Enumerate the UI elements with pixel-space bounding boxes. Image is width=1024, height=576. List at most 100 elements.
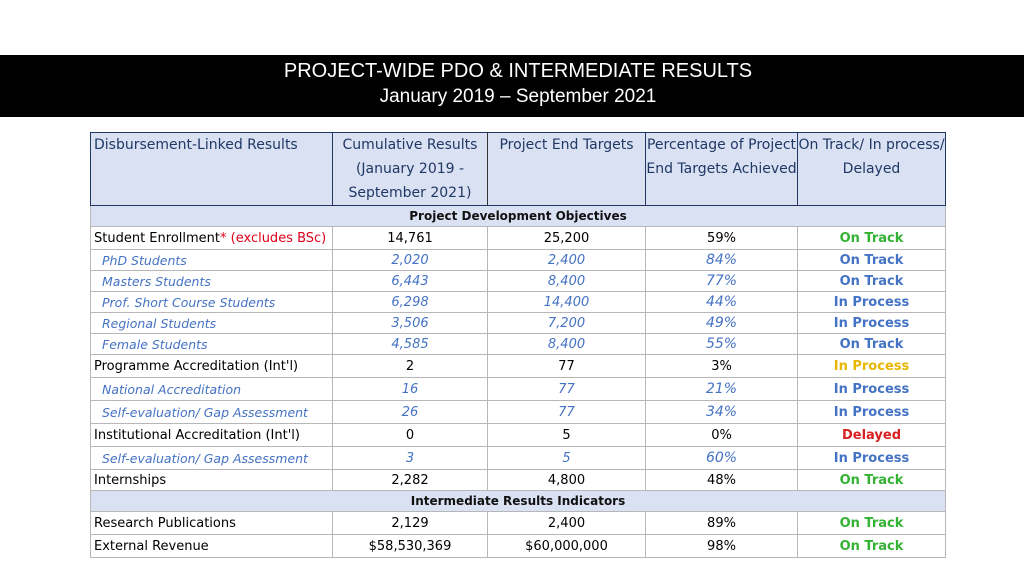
table-row: Self-evaluation/ Gap Assessment 3 5 60% … [90,446,946,470]
cumulative-cell: 2,282 [332,469,488,491]
row-label: Internships [90,469,333,491]
slide-subtitle: January 2019 – September 2021 [379,86,657,107]
status-cell: In Process [797,400,946,424]
table-row: National Accreditation 16 77 21% In Proc… [90,377,946,401]
results-table: Disbursement-Linked Results Cumulative R… [90,132,946,558]
row-label: Self-evaluation/ Gap Assessment [90,400,333,424]
header-results: Disbursement-Linked Results [90,132,333,206]
row-label: Research Publications [90,511,333,535]
target-cell: 8,400 [487,333,646,355]
target-cell: 7,200 [487,312,646,334]
percentage-cell: 0% [645,423,798,447]
status-cell: On Track [797,469,946,491]
target-cell: 2,400 [487,511,646,535]
percentage-cell: 44% [645,291,798,313]
cumulative-cell: 3 [332,446,488,470]
table-row: Self-evaluation/ Gap Assessment 26 77 34… [90,400,946,424]
status-cell: On Track [797,511,946,535]
row-label: PhD Students [90,249,333,271]
header-status: On Track/ In process/ Delayed [797,132,946,206]
percentage-cell: 49% [645,312,798,334]
table-row: Regional Students 3,506 7,200 49% In Pro… [90,312,946,334]
slide-title-bar: PROJECT-WIDE PDO & INTERMEDIATE RESULTS … [0,55,1024,117]
section-row-pdo: Project Development Objectives [90,205,946,227]
table-row: Internships 2,282 4,800 48% On Track [90,469,946,491]
percentage-cell: 98% [645,534,798,558]
status-cell: Delayed [797,423,946,447]
table-row: Programme Accreditation (Int'l) 2 77 3% … [90,354,946,378]
target-cell: 14,400 [487,291,646,313]
target-cell: $60,000,000 [487,534,646,558]
row-label: Programme Accreditation (Int'l) [90,354,333,378]
percentage-cell: 84% [645,249,798,271]
table-row: Female Students 4,585 8,400 55% On Track [90,333,946,355]
cumulative-cell: 14,761 [332,226,488,250]
percentage-cell: 59% [645,226,798,250]
percentage-cell: 48% [645,469,798,491]
row-label: Self-evaluation/ Gap Assessment [90,446,333,470]
percentage-cell: 21% [645,377,798,401]
status-cell: On Track [797,249,946,271]
status-cell: In Process [797,446,946,470]
section-title: Project Development Objectives [90,205,946,227]
target-cell: 5 [487,423,646,447]
cumulative-cell: 4,585 [332,333,488,355]
row-label-text: Student Enrollment [94,230,220,246]
status-cell: On Track [797,534,946,558]
cumulative-cell: 2 [332,354,488,378]
row-label: Masters Students [90,270,333,292]
slide-title: PROJECT-WIDE PDO & INTERMEDIATE RESULTS [283,60,753,82]
target-cell: 5 [487,446,646,470]
table-row: External Revenue $58,530,369 $60,000,000… [90,534,946,558]
row-label: Female Students [90,333,333,355]
row-label: Prof. Short Course Students [90,291,333,313]
status-cell: In Process [797,377,946,401]
percentage-cell: 55% [645,333,798,355]
row-label-note: * (excludes BSc) [220,230,327,246]
percentage-cell: 89% [645,511,798,535]
cumulative-cell: 26 [332,400,488,424]
status-cell: On Track [797,226,946,250]
table-row: Prof. Short Course Students 6,298 14,400… [90,291,946,313]
table-row: Masters Students 6,443 8,400 77% On Trac… [90,270,946,292]
cumulative-cell: 2,020 [332,249,488,271]
percentage-cell: 3% [645,354,798,378]
row-label: National Accreditation [90,377,333,401]
cumulative-cell: 2,129 [332,511,488,535]
cumulative-cell: $58,530,369 [332,534,488,558]
status-cell: In Process [797,291,946,313]
status-cell: On Track [797,333,946,355]
cumulative-cell: 16 [332,377,488,401]
section-title: Intermediate Results Indicators [90,490,946,512]
target-cell: 77 [487,354,646,378]
status-cell: In Process [797,354,946,378]
status-cell: On Track [797,270,946,292]
target-cell: 4,800 [487,469,646,491]
percentage-cell: 60% [645,446,798,470]
target-cell: 2,400 [487,249,646,271]
target-cell: 77 [487,400,646,424]
table-header-row: Disbursement-Linked Results Cumulative R… [90,132,946,206]
header-targets: Project End Targets [487,132,646,206]
cumulative-cell: 0 [332,423,488,447]
percentage-cell: 77% [645,270,798,292]
status-cell: In Process [797,312,946,334]
section-row-iri: Intermediate Results Indicators [90,490,946,512]
header-cumulative: Cumulative Results (January 2019 - Septe… [332,132,488,206]
table-row: Institutional Accreditation (Int'l) 0 5 … [90,423,946,447]
row-label: Regional Students [90,312,333,334]
target-cell: 25,200 [487,226,646,250]
cumulative-cell: 3,506 [332,312,488,334]
cumulative-cell: 6,443 [332,270,488,292]
percentage-cell: 34% [645,400,798,424]
row-label: Institutional Accreditation (Int'l) [90,423,333,447]
cumulative-cell: 6,298 [332,291,488,313]
target-cell: 77 [487,377,646,401]
table-row: PhD Students 2,020 2,400 84% On Track [90,249,946,271]
target-cell: 8,400 [487,270,646,292]
header-percentage: Percentage of Project End Targets Achiev… [645,132,798,206]
row-label: Student Enrollment* (excludes BSc) [90,226,333,250]
table-row: Student Enrollment* (excludes BSc) 14,76… [90,226,946,250]
table-row: Research Publications 2,129 2,400 89% On… [90,511,946,535]
row-label: External Revenue [90,534,333,558]
